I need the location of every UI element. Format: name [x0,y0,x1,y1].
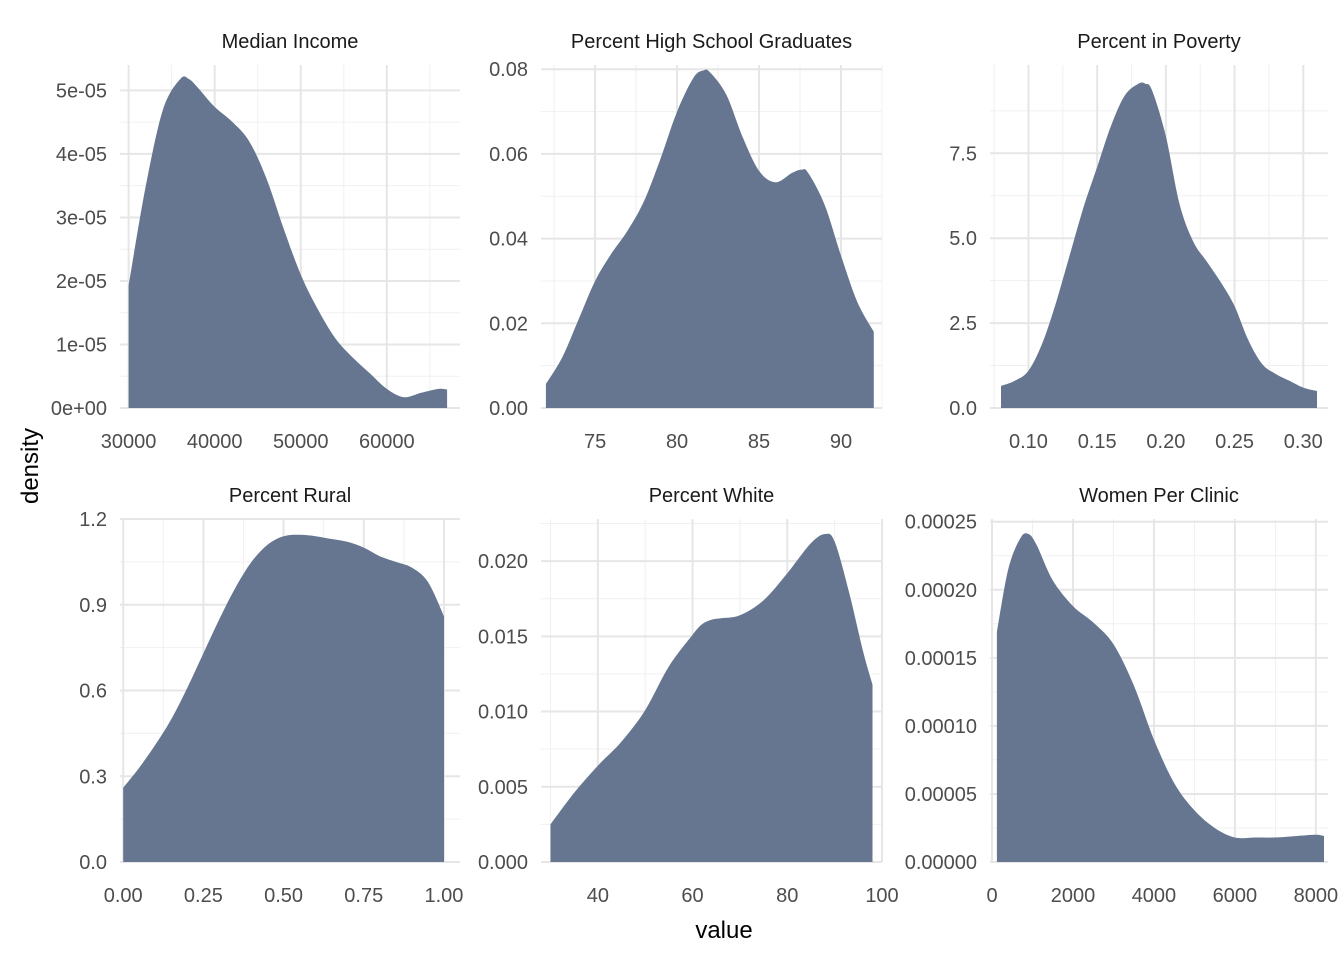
y-tick-label: 0.04 [489,229,528,251]
y-tick-label: 0e+00 [51,398,107,420]
y-tick-label: 0.000 [478,852,528,874]
x-tick-label: 4000 [1132,885,1177,907]
panel-1: Median Income 30000 40000 50000 60000 0e+00 1e… [51,31,460,453]
y-tick-label: 5e-05 [56,80,107,102]
y-tick-label: 0.00025 [905,512,977,534]
density-area [545,69,874,409]
x-tick-label: 0.50 [264,885,303,907]
y-tick-label: 0.00020 [905,580,977,602]
panel-title: Percent Rural [229,485,351,507]
y-tick-label: 0.6 [79,681,107,703]
panel-2: Percent High School Graduates 75 80 85 90 0.0… [489,31,883,453]
density-area [128,76,448,409]
x-tick-label: 80 [776,885,798,907]
x-tick-label: 0 [986,885,997,907]
y-tick-label: 1e-05 [56,334,107,356]
y-tick-label: 0.00005 [905,784,977,806]
panel-title: Percent in Poverty [1077,31,1240,53]
x-tick-label: 6000 [1213,885,1258,907]
x-tick-label: 90 [830,431,852,453]
panel-title: Women Per Clinic [1079,485,1239,507]
x-tick-label: 100 [865,885,898,907]
panel-4: Percent Rural 0.00 0.25 0.50 0.75 1.00 0.0 0.3 0… [79,485,463,907]
x-tick-label: 80 [666,431,688,453]
y-tick-label: 2e-05 [56,271,107,293]
panel-title: Percent White [649,485,775,507]
density-area [123,534,444,862]
x-tick-label: 0.00 [104,885,143,907]
y-tick-label: 0.06 [489,144,528,166]
x-tick-label: 40000 [187,431,243,453]
panel-title: Percent High School Graduates [571,31,852,53]
x-tick-label: 0.25 [1215,431,1254,453]
y-tick-label: 0.020 [478,551,528,573]
y-tick-label: 0.02 [489,313,528,335]
y-tick-label: 0.00 [489,398,528,420]
x-tick-label: 0.30 [1284,431,1323,453]
y-tick-label: 0.9 [79,595,107,617]
density-area [996,533,1324,862]
y-tick-label: 5.0 [949,228,977,250]
panel-3: Percent in Poverty 0.10 0.15 0.20 0.25 0.30 0.… [949,31,1328,453]
y-tick-label: 0.00015 [905,648,977,670]
x-axis-title: value [695,917,752,944]
y-tick-label: 7.5 [949,143,977,165]
density-area [1001,82,1317,408]
y-tick-label: 0.00000 [905,852,977,874]
x-tick-label: 0.20 [1146,431,1185,453]
y-axis-title: density [17,428,44,504]
x-tick-label: 0.75 [344,885,383,907]
y-tick-label: 3e-05 [56,207,107,229]
x-tick-label: 75 [584,431,606,453]
y-tick-label: 1.2 [79,509,107,531]
x-tick-label: 8000 [1294,885,1339,907]
x-tick-label: 0.25 [184,885,223,907]
x-tick-label: 0.10 [1009,431,1048,453]
x-tick-label: 0.15 [1078,431,1117,453]
y-tick-label: 4e-05 [56,144,107,166]
y-tick-label: 0.3 [79,766,107,788]
density-area [550,533,873,862]
x-tick-label: 40 [587,885,609,907]
x-tick-label: 60 [681,885,703,907]
x-tick-label: 2000 [1051,885,1096,907]
x-tick-label: 60000 [359,431,415,453]
x-tick-label: 85 [748,431,770,453]
x-tick-label: 30000 [101,431,157,453]
y-tick-label: 0.0 [949,398,977,420]
y-tick-label: 0.0 [79,852,107,874]
panel-6: Women Per Clinic 0 2000 4000 6000 8000 0.00000… [905,485,1338,907]
panel-title: Median Income [222,31,359,53]
x-tick-label: 50000 [273,431,329,453]
y-tick-label: 0.015 [478,626,528,648]
y-tick-label: 0.010 [478,702,528,724]
x-tick-label: 1.00 [424,885,463,907]
y-tick-label: 0.005 [478,777,528,799]
panel-5: Percent White 40 60 80 100 0.000 0.005 0.010 0.0… [478,485,899,907]
y-tick-label: 2.5 [949,313,977,335]
y-tick-label: 0.08 [489,59,528,81]
y-tick-label: 0.00010 [905,716,977,738]
